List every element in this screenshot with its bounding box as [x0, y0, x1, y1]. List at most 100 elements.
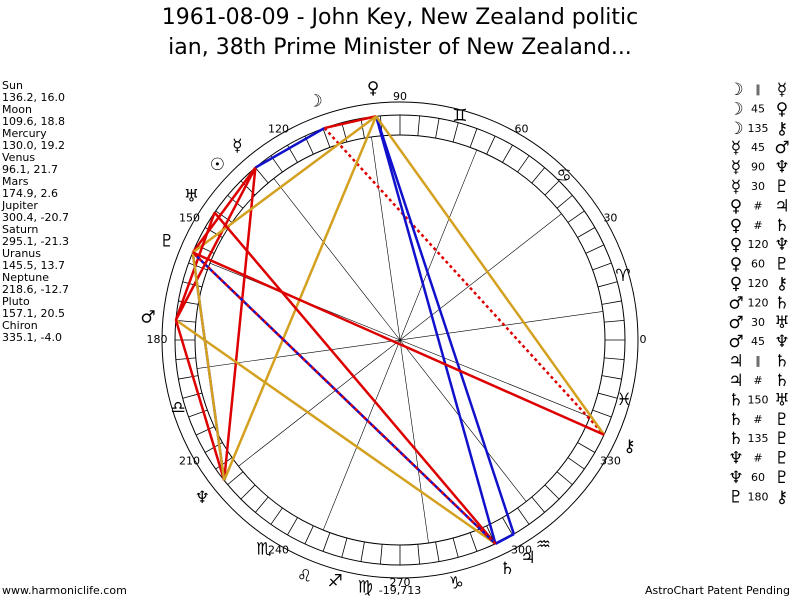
- aspect-from: ♄: [728, 390, 743, 410]
- ring-tick: [240, 484, 256, 500]
- aspect-to: ⚷: [776, 487, 788, 507]
- aspect-type: 30: [751, 180, 765, 193]
- ring-tick: [255, 167, 269, 184]
- ring-tick: [452, 537, 459, 558]
- ring-tick: [215, 457, 233, 470]
- aspect-type: ∥: [755, 83, 761, 96]
- degree-label: 90: [393, 90, 407, 103]
- chart-layer: 0 30 60 90 120 150 180 210 240 270 300 330 ♈ ♋ ♊ ♌ ♍ ♎ ♏ ♐ ♑…: [1, 78, 790, 597]
- aspect-line: [191, 115, 377, 254]
- aspect-type: #: [753, 413, 762, 426]
- planet-position: 300.4, -20.7: [2, 211, 69, 224]
- ring-tick: [435, 541, 440, 562]
- planet-position: 96.1, 21.7: [2, 163, 58, 176]
- ring-tick: [544, 484, 560, 500]
- aspect-type: 120: [748, 296, 769, 309]
- ring-tick: [556, 471, 573, 485]
- aspect-from: ♀: [730, 216, 742, 236]
- aspect-type: 60: [751, 258, 765, 271]
- ring-tick: [577, 227, 596, 238]
- degree-label: 210: [179, 455, 200, 468]
- aspect-line: [324, 115, 377, 130]
- aspect-from: ♆: [728, 449, 743, 469]
- zodiac-glyph: ♊: [452, 106, 467, 126]
- ring-tick: [592, 409, 612, 418]
- aspect-type: #: [753, 374, 762, 387]
- ring-tick: [597, 281, 618, 288]
- aspect-to: ♂: [774, 138, 789, 158]
- planet-name: Saturn: [2, 223, 38, 236]
- aspect-line: [213, 211, 497, 545]
- aspect-from: ♄: [728, 429, 743, 449]
- degree-label: 0: [640, 333, 647, 346]
- ring-tick: [175, 357, 196, 361]
- planet-name: Sun: [2, 79, 23, 92]
- planet-name: Chiron: [2, 319, 38, 332]
- planet-position: 174.9, 2.6: [2, 187, 58, 200]
- planet-name: Mercury: [2, 127, 47, 140]
- ring-tick: [435, 118, 440, 139]
- planet-glyph: ♀: [367, 78, 379, 98]
- ring-tick: [452, 122, 459, 143]
- ring-tick: [360, 118, 365, 139]
- aspect-type: ∥: [755, 355, 761, 368]
- planet-glyph: ♇: [159, 232, 174, 252]
- aspect-line: [494, 532, 515, 545]
- aspect-from: ♇: [728, 487, 743, 507]
- aspect-type: 45: [751, 141, 765, 154]
- aspect-to: ♇: [774, 468, 789, 488]
- aspect-from: ♂: [728, 293, 743, 313]
- aspect-from: ♃: [728, 352, 743, 372]
- zodiac-glyph: ♏: [256, 540, 271, 560]
- ring-tick: [556, 195, 573, 209]
- ring-tick: [227, 195, 244, 209]
- aspect-from: ♂: [728, 332, 743, 352]
- planet-position: 130.0, 19.2: [2, 139, 65, 152]
- ring-tick: [544, 180, 560, 196]
- ring-tick: [517, 507, 530, 525]
- ring-tick: [517, 155, 530, 173]
- ring-tick: [531, 496, 545, 513]
- aspect-from: ♀: [730, 255, 742, 275]
- planet-position: 109.6, 18.8: [2, 115, 65, 128]
- ring-tick: [215, 210, 233, 223]
- zodiac-glyph: ♍: [358, 578, 373, 598]
- aspect-line: [254, 126, 326, 169]
- aspect-from: ☽: [728, 119, 743, 139]
- ring-tick: [592, 262, 612, 271]
- aspect-to: ⚷: [776, 119, 788, 139]
- aspect-to: ♄: [774, 216, 789, 236]
- degree-label: 180: [147, 333, 168, 346]
- ring-tick: [188, 262, 208, 271]
- aspect-type: 120: [748, 277, 769, 290]
- aspect-line: [191, 252, 226, 481]
- ring-tick: [341, 537, 348, 558]
- planet-position: 157.1, 20.5: [2, 307, 65, 320]
- aspect-type: 90: [751, 161, 765, 174]
- zodiac-glyph: ♎: [171, 398, 186, 418]
- planet-position: 335.1, -4.0: [2, 331, 62, 344]
- aspect-from: ♆: [728, 468, 743, 488]
- ring-tick: [486, 135, 496, 155]
- ring-tick: [287, 517, 298, 536]
- aspect-from: ☿: [731, 177, 741, 197]
- aspect-to: ♅: [774, 390, 789, 410]
- degree-label: 150: [179, 212, 200, 225]
- ring-tick: [567, 210, 585, 223]
- zodiac-glyph: ♑: [449, 574, 464, 594]
- ring-tick: [322, 128, 331, 148]
- aspect-to: ♆: [774, 235, 789, 255]
- ring-tick: [175, 319, 196, 323]
- planet-name: Pluto: [2, 295, 30, 308]
- planet-name: Mars: [2, 175, 29, 188]
- ring-tick: [379, 544, 383, 565]
- ring-tick: [469, 128, 478, 148]
- ring-tick: [255, 496, 269, 513]
- ring-tick: [601, 375, 622, 380]
- zodiac-glyph: ♈: [615, 266, 630, 286]
- ring-tick: [502, 517, 513, 536]
- planet-glyph: ♃: [520, 548, 535, 568]
- aspect-from: ☽: [728, 99, 743, 119]
- aspect-type: #: [753, 219, 762, 232]
